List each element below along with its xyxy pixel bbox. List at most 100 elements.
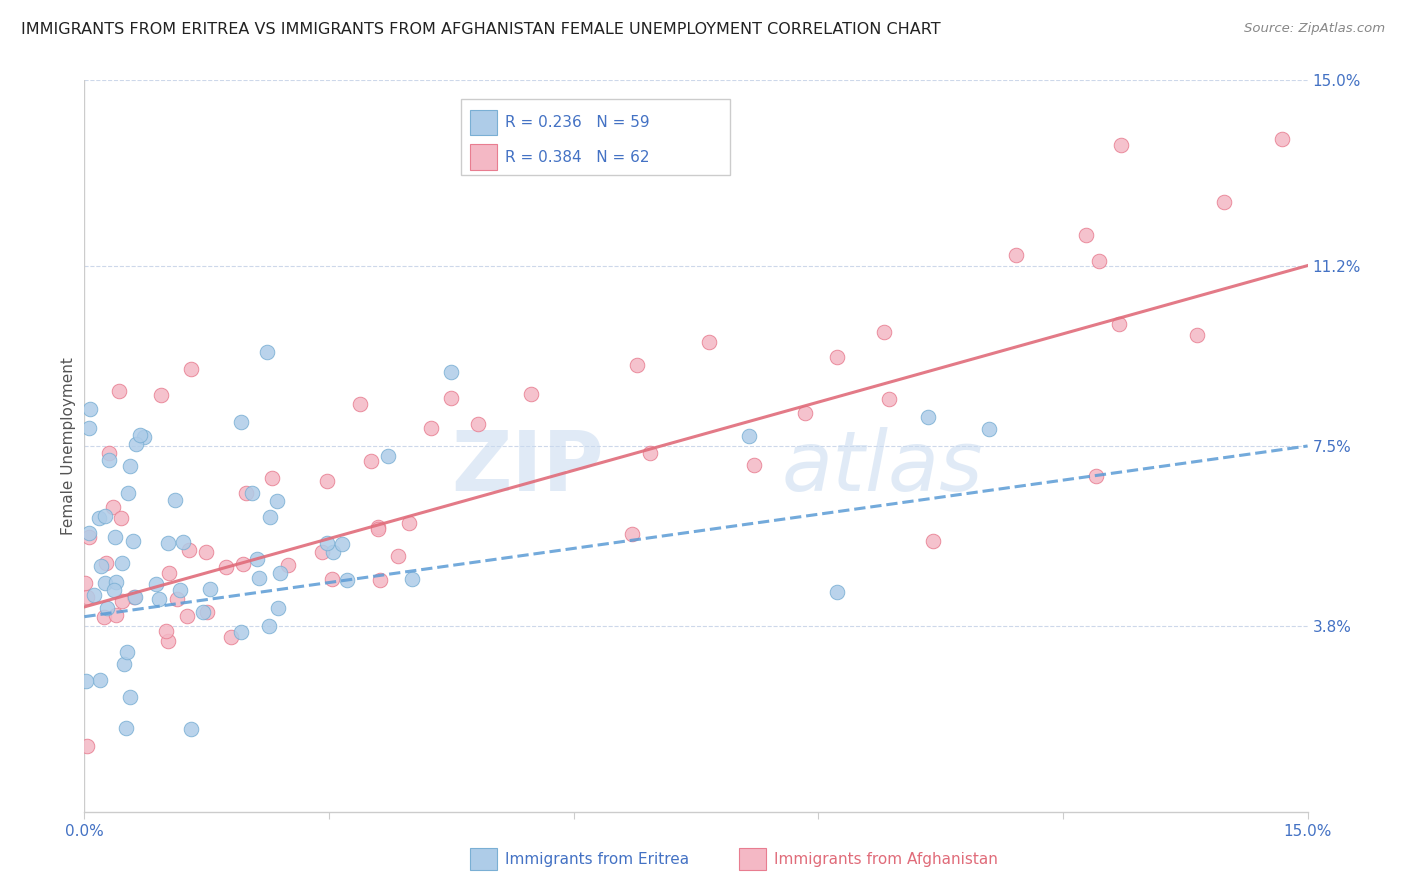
Point [1271,131,1294,145]
Point [145,576,167,591]
Point [232,557,254,571]
Point [367,520,389,534]
Point [111,594,134,608]
Point [94,576,117,591]
Point [322,545,344,559]
Point [620,527,643,541]
Point [738,428,761,442]
FancyBboxPatch shape [738,848,766,871]
Point [336,573,359,587]
Point [118,690,141,704]
Point [626,358,648,372]
Point [245,551,267,566]
Y-axis label: Female Unemployment: Female Unemployment [60,357,76,535]
Text: R = 0.236   N = 59: R = 0.236 N = 59 [505,115,650,130]
Point [76,739,98,753]
Point [316,474,339,488]
Point [266,493,288,508]
Point [103,500,125,515]
Point [104,608,127,623]
Point [177,542,200,557]
Point [112,657,135,671]
Point [638,446,661,460]
Point [467,417,489,431]
Point [267,600,290,615]
Point [148,591,170,606]
Point [349,397,371,411]
Point [368,573,391,587]
Point [215,560,238,574]
Point [176,609,198,624]
Point [520,387,543,401]
Point [825,350,848,364]
Point [277,558,299,573]
Point [93,610,115,624]
Point [114,721,136,735]
Point [1212,195,1234,210]
Point [219,630,242,644]
Text: Source: ZipAtlas.com: Source: ZipAtlas.com [1244,22,1385,36]
Point [1005,248,1028,262]
Point [110,511,132,525]
Point [247,571,270,585]
Point [367,522,389,536]
Point [75,673,97,688]
FancyBboxPatch shape [470,110,496,135]
Point [77,525,100,540]
Point [401,572,423,586]
Point [155,624,177,638]
Point [321,572,343,586]
Point [172,535,194,549]
Point [191,605,214,619]
Point [311,545,333,559]
Point [873,325,896,339]
Text: R = 0.384   N = 62: R = 0.384 N = 62 [505,150,650,165]
Point [108,384,131,399]
Point [94,508,117,523]
Point [794,407,817,421]
Point [157,536,180,550]
Point [360,453,382,467]
Text: Immigrants from Eritrea: Immigrants from Eritrea [505,852,689,867]
Point [124,591,146,605]
Point [1088,253,1111,268]
Point [111,556,134,570]
FancyBboxPatch shape [461,99,730,176]
Point [76,591,98,605]
Point [1187,328,1209,343]
Point [97,453,120,467]
Point [169,582,191,597]
Point [117,485,139,500]
FancyBboxPatch shape [470,848,496,871]
Point [1108,317,1130,331]
Point [256,345,278,359]
Point [398,516,420,531]
Point [235,486,257,500]
Point [157,566,180,581]
Point [89,673,111,687]
Point [260,471,283,485]
Point [89,511,111,525]
Point [742,458,765,472]
Point [387,549,409,564]
Point [922,534,945,549]
Point [115,645,138,659]
Point [377,449,399,463]
Point [166,592,188,607]
Point [231,625,253,640]
Point [163,492,186,507]
Point [118,459,141,474]
Point [229,415,252,429]
Text: atlas: atlas [782,427,983,508]
Point [103,583,125,598]
Point [330,537,353,551]
Point [1109,138,1132,153]
Point [77,421,100,435]
Point [877,392,900,406]
Point [83,588,105,602]
Point [180,361,202,376]
Point [1076,228,1098,243]
Point [195,545,218,559]
Point [96,556,118,570]
Point [1084,469,1107,483]
